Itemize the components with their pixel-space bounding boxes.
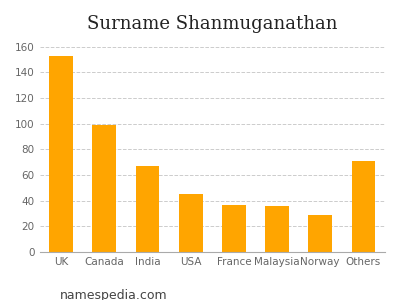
Text: namespedia.com: namespedia.com [60, 289, 168, 300]
Bar [136, 166, 160, 252]
Bar [49, 56, 73, 252]
Title: Surname Shanmuganathan: Surname Shanmuganathan [87, 15, 338, 33]
Bar [222, 205, 246, 252]
Bar [352, 161, 375, 252]
Bar [308, 215, 332, 252]
Bar [92, 125, 116, 252]
Bar [179, 194, 202, 252]
Bar [265, 206, 289, 252]
